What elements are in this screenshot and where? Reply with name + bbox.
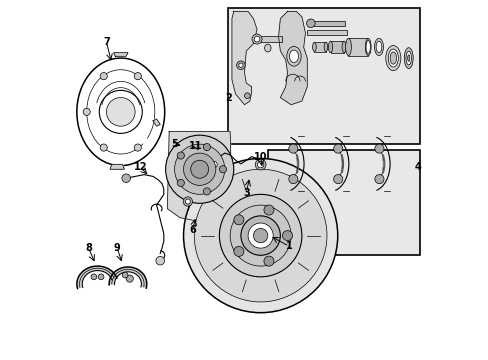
Circle shape	[288, 144, 297, 153]
Circle shape	[219, 194, 301, 277]
Ellipse shape	[365, 39, 370, 55]
Text: 12: 12	[134, 162, 147, 172]
Ellipse shape	[324, 42, 327, 51]
Circle shape	[333, 175, 342, 184]
Circle shape	[374, 144, 383, 153]
Bar	[348, 39, 367, 55]
Circle shape	[183, 158, 337, 313]
Circle shape	[177, 152, 184, 159]
Circle shape	[282, 230, 292, 240]
Circle shape	[177, 179, 184, 186]
Circle shape	[203, 144, 210, 150]
Ellipse shape	[328, 41, 332, 53]
Bar	[330, 41, 344, 53]
Circle shape	[165, 135, 233, 203]
Circle shape	[253, 228, 267, 243]
Circle shape	[219, 166, 226, 173]
Polygon shape	[110, 165, 124, 169]
Circle shape	[183, 197, 192, 206]
Circle shape	[99, 90, 142, 134]
Circle shape	[257, 161, 264, 168]
Ellipse shape	[385, 45, 400, 71]
Ellipse shape	[345, 39, 351, 55]
Ellipse shape	[366, 41, 369, 53]
Circle shape	[126, 275, 133, 282]
Bar	[310, 21, 344, 26]
Bar	[314, 42, 325, 51]
Circle shape	[233, 215, 244, 225]
Ellipse shape	[389, 52, 396, 64]
Text: 8: 8	[85, 243, 92, 253]
Bar	[228, 8, 419, 144]
Circle shape	[134, 144, 141, 151]
Ellipse shape	[405, 51, 410, 65]
Circle shape	[183, 153, 215, 185]
Circle shape	[333, 144, 342, 153]
Text: 4: 4	[414, 162, 421, 172]
Bar	[257, 36, 282, 42]
Circle shape	[241, 216, 280, 255]
Polygon shape	[153, 119, 160, 126]
Text: 3: 3	[243, 188, 249, 198]
Circle shape	[122, 174, 130, 183]
Bar	[267, 149, 419, 255]
Circle shape	[247, 223, 273, 248]
Circle shape	[374, 175, 383, 184]
Ellipse shape	[341, 41, 346, 53]
Circle shape	[251, 34, 262, 44]
Text: 7: 7	[103, 37, 110, 47]
Polygon shape	[113, 53, 128, 56]
Text: 6: 6	[189, 225, 196, 235]
Circle shape	[230, 205, 290, 266]
Ellipse shape	[375, 41, 381, 53]
Circle shape	[264, 205, 273, 215]
Polygon shape	[278, 12, 306, 105]
Circle shape	[156, 256, 164, 265]
Circle shape	[203, 188, 210, 195]
Circle shape	[238, 63, 243, 67]
Ellipse shape	[407, 55, 409, 61]
Polygon shape	[167, 132, 231, 221]
Circle shape	[83, 108, 90, 116]
Circle shape	[100, 73, 107, 80]
Circle shape	[208, 159, 219, 170]
Text: 2: 2	[224, 93, 231, 103]
Circle shape	[194, 169, 326, 302]
Circle shape	[288, 175, 297, 184]
Ellipse shape	[387, 49, 398, 67]
Circle shape	[254, 36, 260, 42]
Circle shape	[236, 61, 244, 69]
Polygon shape	[231, 12, 257, 105]
Circle shape	[174, 144, 224, 194]
Ellipse shape	[264, 44, 270, 52]
Circle shape	[106, 98, 135, 126]
Ellipse shape	[286, 46, 301, 66]
Circle shape	[233, 246, 244, 256]
Circle shape	[98, 274, 104, 280]
Ellipse shape	[404, 48, 412, 68]
Text: 1: 1	[285, 241, 292, 251]
Circle shape	[100, 144, 107, 151]
Circle shape	[210, 161, 217, 168]
Ellipse shape	[374, 39, 383, 55]
Text: 10: 10	[253, 152, 267, 162]
Circle shape	[255, 159, 265, 170]
Ellipse shape	[312, 42, 316, 51]
Text: 11: 11	[189, 141, 203, 151]
Bar	[306, 30, 346, 35]
Circle shape	[190, 160, 208, 178]
Circle shape	[264, 256, 273, 266]
Circle shape	[185, 199, 190, 204]
Circle shape	[91, 274, 97, 280]
Ellipse shape	[289, 50, 298, 63]
Text: 9: 9	[114, 243, 121, 253]
Circle shape	[122, 272, 128, 278]
Circle shape	[244, 93, 250, 99]
Text: 5: 5	[171, 139, 178, 149]
Circle shape	[306, 19, 314, 28]
Circle shape	[134, 73, 141, 80]
